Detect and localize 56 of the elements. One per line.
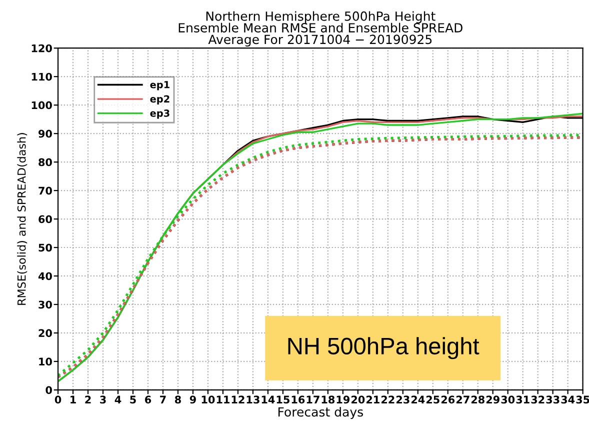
x-tick-label: 0 xyxy=(54,396,62,404)
y-tick-label: 50 xyxy=(38,244,52,252)
x-tick-label: 24 xyxy=(411,396,425,404)
chart-title: Northern Hemisphere 500hPa Height Ensemble Mean RMSE and Ensemble SPREAD Average For 20171004 − 20190925 xyxy=(178,11,462,47)
y-tick-label: 120 xyxy=(32,44,52,52)
y-axis-title: RMSE(solid) and SPREAD(dash) xyxy=(17,133,28,305)
x-axis-title: Forecast days xyxy=(278,406,363,420)
x-tick-label: 22 xyxy=(381,396,394,404)
y-tick-label: 80 xyxy=(38,158,52,166)
x-tick-label: 30 xyxy=(501,396,515,404)
annotation: NH 500hPa height xyxy=(288,337,480,360)
x-tick-label: 21 xyxy=(366,396,380,404)
x-tick-label: 17 xyxy=(306,396,320,404)
x-tick-label: 2 xyxy=(85,396,91,404)
x-tick-label: 18 xyxy=(322,396,335,404)
x-tick-label: 13 xyxy=(246,396,260,404)
y-tick-label: 30 xyxy=(38,300,52,309)
x-tick-label: 7 xyxy=(160,396,166,404)
y-tick-label: 40 xyxy=(38,272,52,280)
x-tick-label: 27 xyxy=(456,396,470,404)
y-tick-label: 110 xyxy=(32,72,52,81)
x-tick-label: 35 xyxy=(576,396,589,404)
x-tick-label: 32 xyxy=(531,396,544,404)
x-tick-label: 11 xyxy=(216,396,230,404)
x-tick-label: 15 xyxy=(276,396,290,404)
x-tick-label: 8 xyxy=(174,396,181,404)
y-tick-label: 60 xyxy=(38,215,52,224)
x-tick-label: 19 xyxy=(336,396,350,404)
x-tick-label: 20 xyxy=(351,396,365,404)
y-tick-label: 0 xyxy=(46,386,52,394)
x-tick-label: 4 xyxy=(114,396,122,404)
x-tick-label: 12 xyxy=(232,396,244,404)
x-tick-label: 23 xyxy=(396,396,410,404)
x-tick-label: 16 xyxy=(292,396,305,404)
x-tick-label: 1 xyxy=(70,396,76,404)
x-tick-label: 10 xyxy=(202,396,215,404)
y-tick-label: 20 xyxy=(38,329,52,338)
x-tick-label: 5 xyxy=(130,396,136,404)
y-tick-label: 70 xyxy=(38,186,52,195)
x-tick-label: 26 xyxy=(441,396,455,404)
x-tick-label: 31 xyxy=(516,396,530,404)
legend-label: ep2 xyxy=(150,95,170,104)
legend-label: ep1 xyxy=(150,81,170,90)
x-tick-label: 25 xyxy=(426,396,440,404)
x-tick-label: 34 xyxy=(561,396,575,404)
x-tick-label: 14 xyxy=(262,396,275,404)
x-tick-label: 33 xyxy=(546,396,560,404)
x-tick-label: 9 xyxy=(190,396,196,404)
x-tick-label: 3 xyxy=(100,396,106,404)
y-tick-label: 10 xyxy=(39,358,52,366)
x-tick-label: 29 xyxy=(486,396,500,404)
y-tick-label: 100 xyxy=(32,101,52,110)
y-tick-label: 90 xyxy=(38,130,52,138)
x-tick-label: 28 xyxy=(471,396,484,404)
legend-label: ep3 xyxy=(150,110,170,119)
x-tick-label: 6 xyxy=(145,396,152,404)
